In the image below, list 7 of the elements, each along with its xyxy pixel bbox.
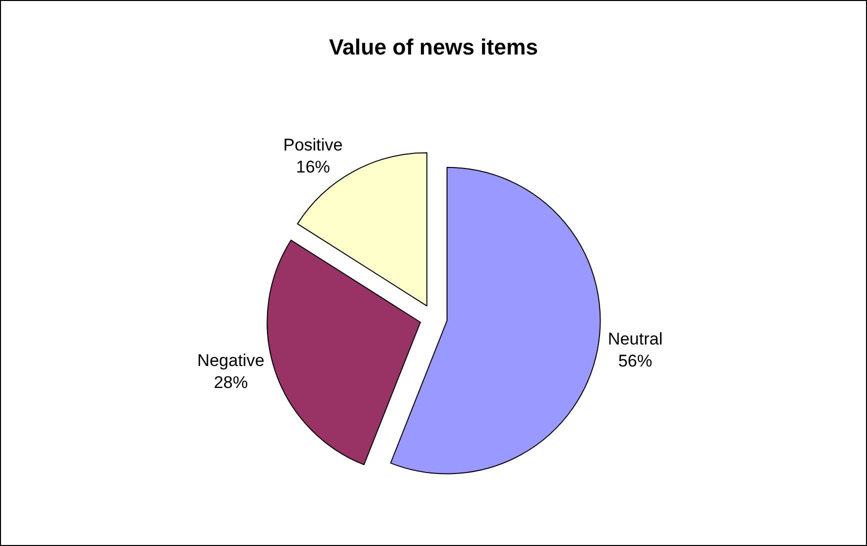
data-label: 16% xyxy=(296,157,330,176)
slice-label: Positive xyxy=(283,135,343,154)
chart-title: Value of news items xyxy=(328,34,538,60)
slice-label: Negative xyxy=(197,351,264,370)
data-label: 28% xyxy=(214,373,248,392)
data-label: 56% xyxy=(618,352,652,371)
slice-label: Neutral xyxy=(608,329,663,348)
